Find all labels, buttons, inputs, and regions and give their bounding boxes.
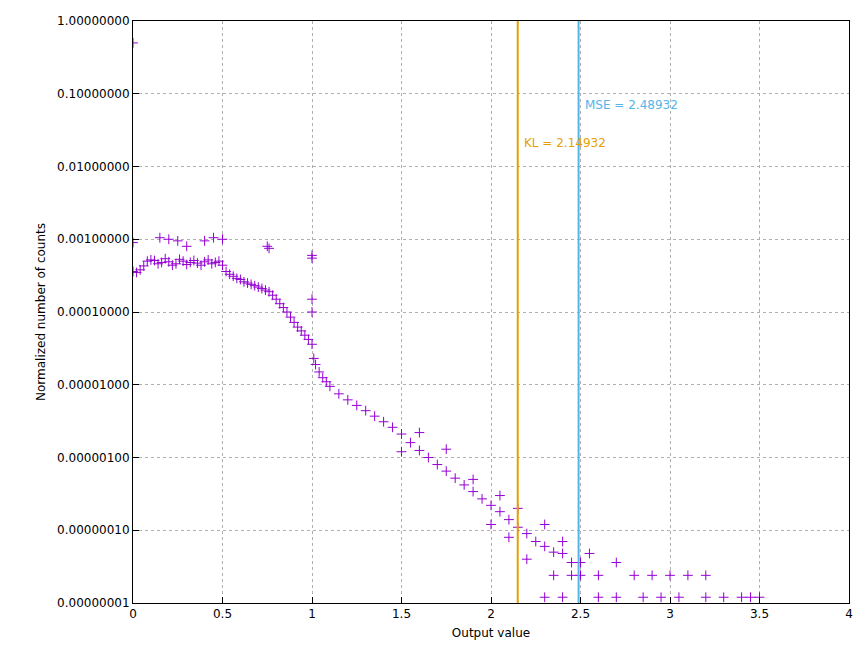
svg-text:2.5: 2.5 — [571, 607, 590, 621]
svg-text:3.5: 3.5 — [750, 607, 769, 621]
svg-text:1.00000000: 1.00000000 — [57, 14, 130, 28]
svg-text:0.10000000: 0.10000000 — [57, 87, 130, 101]
svg-text:KL = 2.14932: KL = 2.14932 — [524, 136, 606, 150]
svg-text:0.00000010: 0.00000010 — [57, 523, 130, 537]
svg-text:0.5: 0.5 — [213, 607, 232, 621]
svg-text:0.00100000: 0.00100000 — [57, 232, 130, 246]
svg-text:0.00001000: 0.00001000 — [57, 378, 130, 392]
svg-text:0.00010000: 0.00010000 — [57, 305, 130, 319]
svg-text:1: 1 — [308, 607, 316, 621]
svg-text:0: 0 — [129, 607, 137, 621]
svg-text:0.00000001: 0.00000001 — [57, 596, 130, 610]
svg-text:Output value: Output value — [452, 626, 530, 640]
svg-text:Normalized number of counts: Normalized number of counts — [34, 223, 48, 401]
svg-text:3: 3 — [666, 607, 674, 621]
svg-text:0.01000000: 0.01000000 — [57, 160, 130, 174]
svg-text:1.5: 1.5 — [392, 607, 411, 621]
svg-text:MSE = 2.48932: MSE = 2.48932 — [585, 98, 678, 112]
svg-text:4: 4 — [845, 607, 853, 621]
svg-text:0.00000100: 0.00000100 — [57, 451, 130, 465]
svg-text:2: 2 — [487, 607, 495, 621]
